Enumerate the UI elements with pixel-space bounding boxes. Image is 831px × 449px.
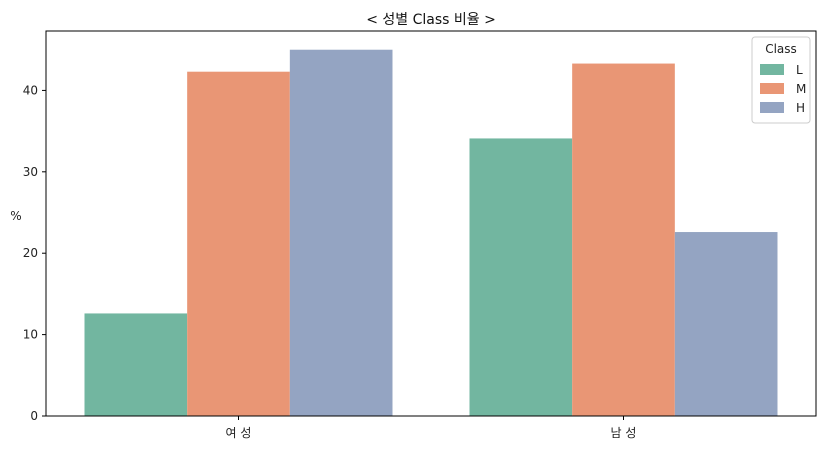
legend-title: Class (765, 42, 797, 56)
bar-L-1 (84, 313, 188, 416)
chart-title: < 성별 Class 비율 > (366, 12, 496, 28)
legend-label-H: H (796, 101, 805, 115)
y-tick-label: 10 (23, 328, 38, 342)
y-axis: 0 10 20 30 40 (23, 83, 46, 423)
bar-M-2 (572, 63, 675, 417)
legend-label-M: M (796, 82, 806, 96)
legend: Class LMH (751, 36, 811, 124)
x-tick-label: 남 성 (611, 426, 637, 440)
y-tick-label: 0 (30, 409, 38, 423)
y-tick-label: 30 (23, 165, 38, 179)
y-tick-label: 40 (23, 83, 38, 97)
legend-box (751, 36, 811, 124)
legend-swatch-H (760, 102, 784, 113)
legend-swatch-M (760, 83, 784, 94)
bar-H-2 (674, 232, 778, 416)
y-tick-label: 20 (23, 246, 38, 260)
bar-M-1 (187, 71, 290, 416)
bar-L-2 (469, 138, 573, 416)
bar-H-1 (289, 49, 393, 416)
bars-group (84, 49, 778, 417)
legend-swatch-L (760, 64, 784, 75)
plot-frame (45, 30, 817, 417)
y-axis-label: % (10, 209, 21, 223)
legend-label-L: L (796, 63, 803, 77)
x-tick-label: 여 성 (226, 426, 252, 440)
